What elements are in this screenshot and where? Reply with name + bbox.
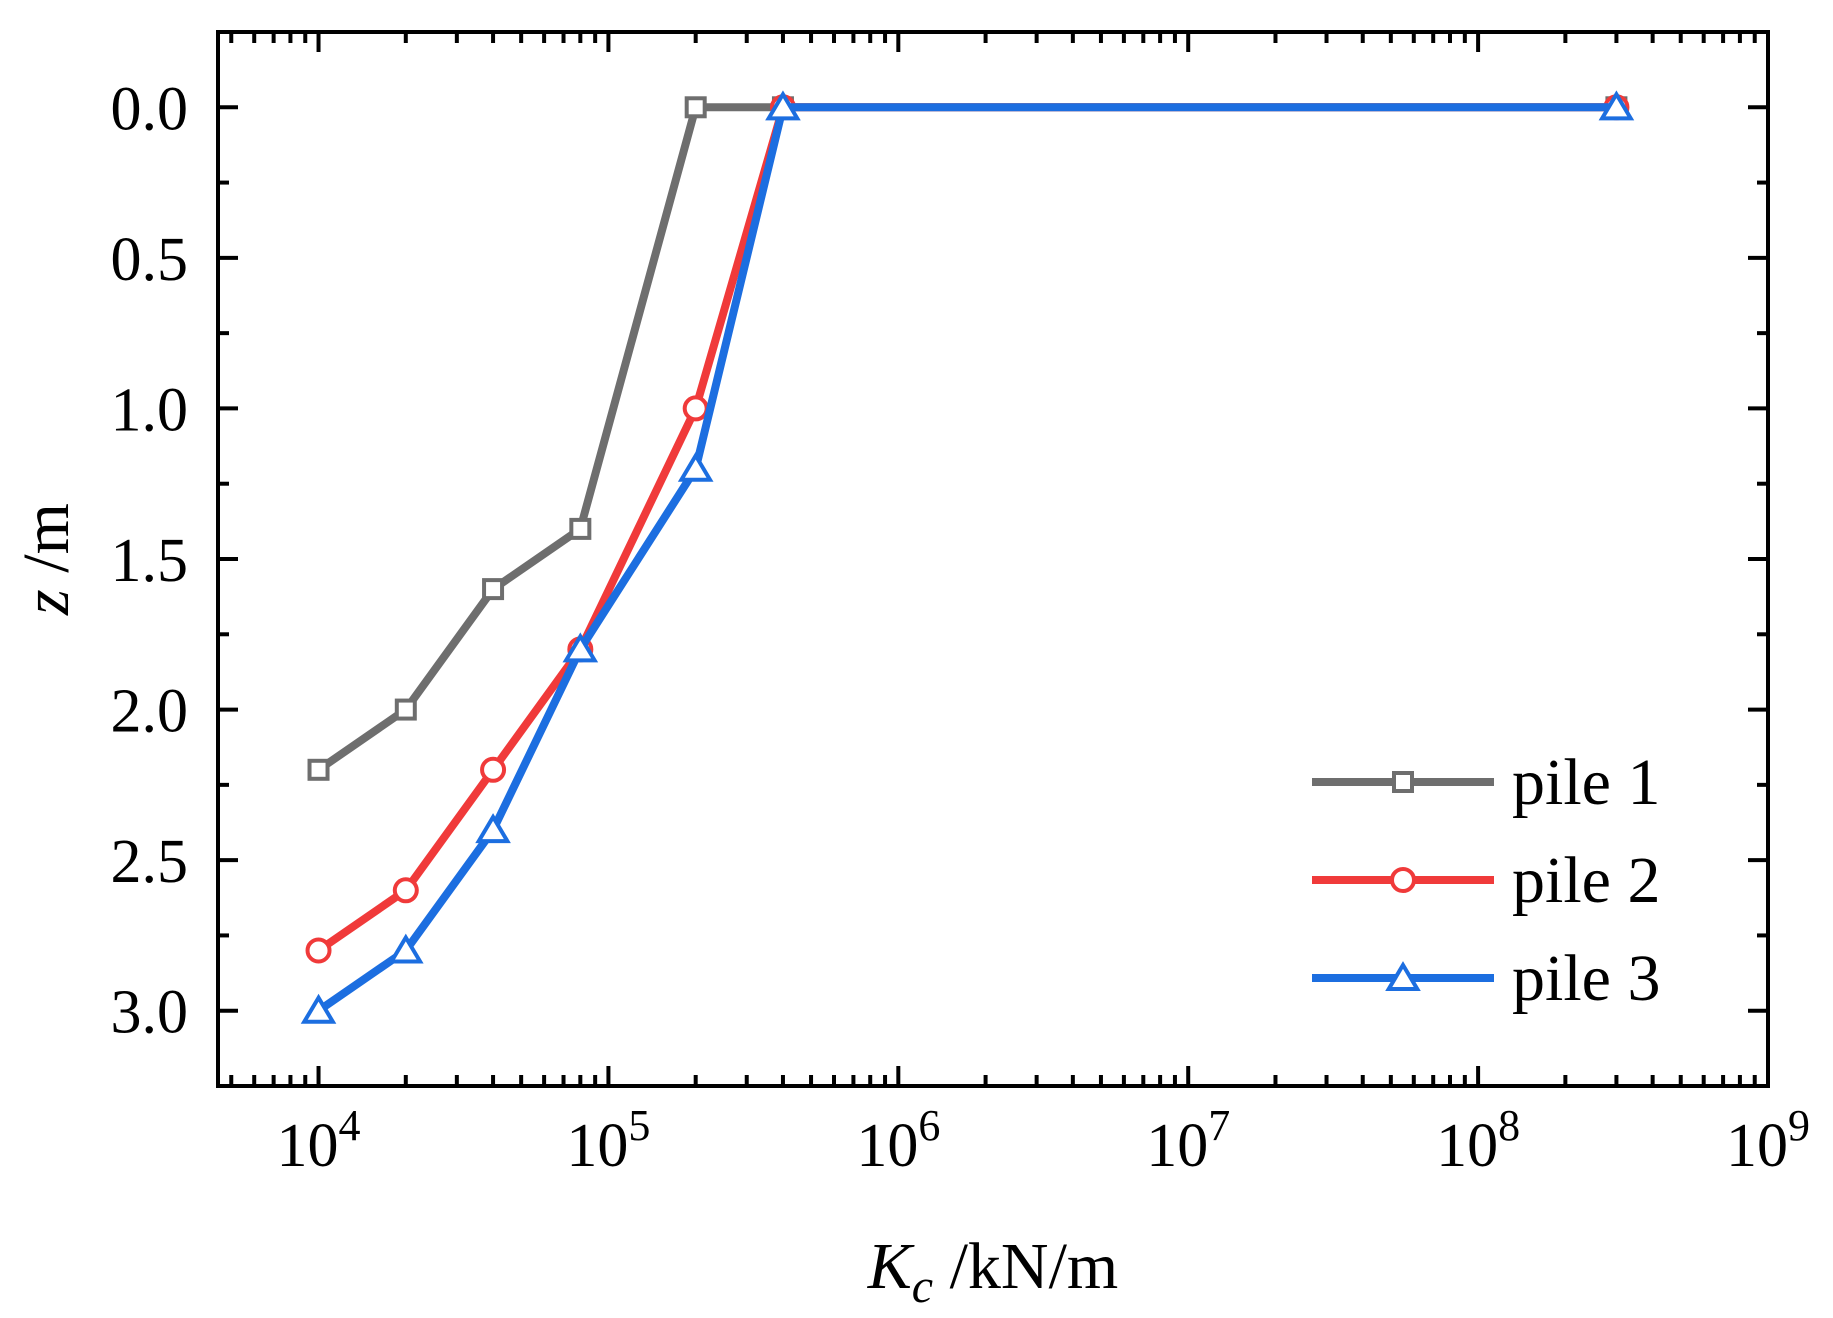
y-tick-label: 2.0 [111, 678, 189, 746]
x-tick-exponent: 4 [339, 1101, 361, 1150]
legend-item: pile 3 [1312, 942, 1660, 1015]
series-3 [300, 90, 1635, 1024]
y-axis-unit: /m [10, 503, 83, 589]
data-point [482, 578, 505, 601]
legend: pile 1 pile 2 pile 3 [1312, 746, 1660, 1015]
legend-item: pile 1 [1312, 746, 1660, 819]
x-tick-labels: 104 105 106 107 108 109 [277, 1101, 1810, 1180]
x-axis-unit: /kN/m [933, 1230, 1118, 1303]
series-line [316, 103, 1617, 1014]
x-tick-base: 10 [1146, 1112, 1208, 1180]
x-tick-label: 104 [277, 1101, 361, 1180]
series-line [316, 103, 1617, 954]
legend-label: pile 1 [1512, 746, 1660, 819]
x-tick-exponent: 9 [1788, 1101, 1810, 1150]
data-point [562, 632, 599, 663]
y-tick-label: 0.0 [111, 75, 189, 143]
y-tick-label: 1.0 [111, 376, 189, 444]
data-point [475, 813, 511, 844]
legend-marker [1392, 771, 1414, 793]
y-axis-title: z /m [10, 503, 83, 616]
legend-label: pile 2 [1512, 844, 1660, 917]
data-point [387, 933, 424, 964]
x-tick-label: 106 [856, 1101, 940, 1180]
x-tick-exponent: 7 [1208, 1101, 1230, 1150]
y-tick-label: 0.5 [111, 226, 189, 294]
legend-marker [1385, 961, 1421, 992]
y-tick-label: 1.5 [111, 527, 189, 595]
series-layer [300, 90, 1635, 1024]
y-tick-labels: 0.0 0.5 1.0 1.5 2.0 2.5 3.0 [111, 75, 189, 1046]
data-point [684, 96, 707, 119]
data-point [300, 993, 337, 1024]
data-point [392, 877, 419, 904]
x-axis-title: Kc /kN/m [867, 1230, 1119, 1313]
series-1 [307, 96, 1628, 781]
data-point [394, 698, 417, 721]
legend-item: pile 2 [1312, 844, 1660, 917]
x-tick-label: 105 [566, 1101, 650, 1180]
data-point [569, 517, 592, 540]
x-tick-base: 10 [856, 1112, 918, 1180]
legend-label: pile 3 [1512, 942, 1660, 1015]
series-2 [305, 94, 1630, 964]
x-tick-label: 107 [1146, 1101, 1230, 1180]
x-tick-exponent: 5 [628, 1101, 650, 1150]
y-tick-label: 2.5 [111, 828, 189, 896]
legend-marker [1390, 867, 1416, 893]
data-point [307, 758, 330, 781]
series-line [316, 103, 1617, 774]
x-tick-base: 10 [566, 1112, 628, 1180]
x-axis-symbol: K [867, 1230, 915, 1303]
x-tick-label: 109 [1726, 1101, 1810, 1180]
data-point [480, 756, 507, 783]
data-point [765, 90, 801, 121]
x-tick-base: 10 [277, 1112, 339, 1180]
y-axis-symbol: z [10, 589, 83, 616]
data-point [677, 451, 714, 482]
x-tick-exponent: 6 [918, 1101, 940, 1150]
plot-frame [216, 30, 1770, 1088]
x-tick-base: 10 [1726, 1112, 1788, 1180]
x-tick-base: 10 [1436, 1112, 1498, 1180]
axis-ticks [218, 32, 1770, 1086]
data-point [305, 937, 332, 964]
y-tick-label: 3.0 [111, 979, 189, 1047]
x-tick-exponent: 8 [1498, 1101, 1520, 1150]
x-tick-label: 108 [1436, 1101, 1520, 1180]
x-axis-subscript: c [912, 1260, 933, 1313]
data-point [1598, 90, 1635, 121]
data-point [682, 395, 709, 422]
